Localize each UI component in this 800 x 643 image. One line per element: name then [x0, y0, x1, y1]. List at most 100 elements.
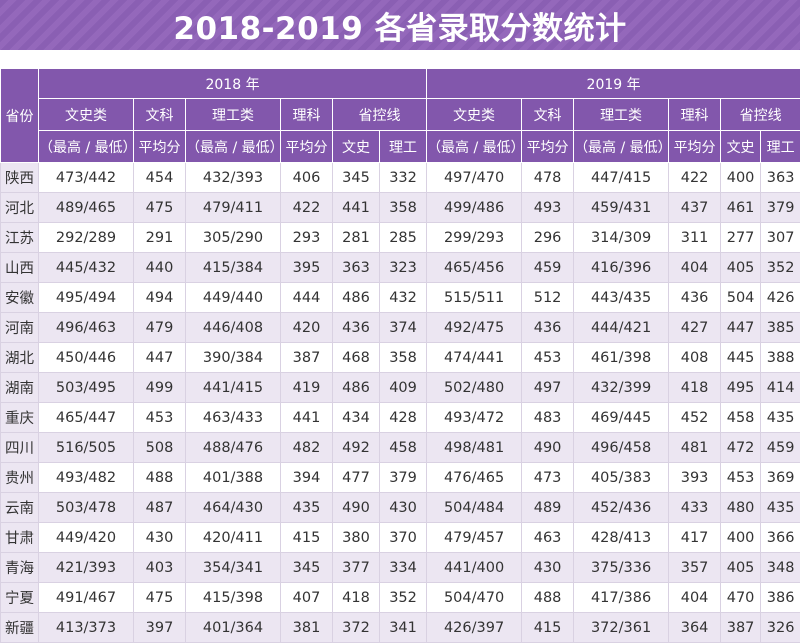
score-cell: 497: [522, 373, 574, 403]
score-cell: 404: [669, 253, 721, 283]
score-cell: 478: [522, 163, 574, 193]
score-cell: 504: [721, 283, 761, 313]
subheader-avg: 平均分: [134, 131, 186, 163]
score-cell: 476/465: [427, 463, 522, 493]
score-cell: 363: [761, 163, 800, 193]
score-cell: 307: [761, 223, 800, 253]
score-cell: 449/420: [39, 523, 134, 553]
score-cell: 468: [333, 343, 380, 373]
score-cell: 443/435: [574, 283, 669, 313]
score-cell: 479: [134, 313, 186, 343]
header-shengkong: 省控线: [333, 99, 427, 131]
score-cell: 393: [669, 463, 721, 493]
score-cell: 447: [134, 343, 186, 373]
score-cell: 421/393: [39, 553, 134, 583]
score-cell: 387: [721, 613, 761, 643]
score-cell: 407: [281, 583, 333, 613]
score-cell: 475: [134, 193, 186, 223]
score-cell: 375/336: [574, 553, 669, 583]
score-cell: 473: [522, 463, 574, 493]
score-cell: 428/413: [574, 523, 669, 553]
score-cell: 441/400: [427, 553, 522, 583]
score-cell: 450/446: [39, 343, 134, 373]
score-cell: 354/341: [186, 553, 281, 583]
subheader-wenshi: 文史: [333, 131, 380, 163]
score-cell: 441: [333, 193, 380, 223]
score-cell: 445/432: [39, 253, 134, 283]
score-cell: 405/383: [574, 463, 669, 493]
score-cell: 364: [669, 613, 721, 643]
score-cell: 508: [134, 433, 186, 463]
province-cell: 安徽: [1, 283, 39, 313]
score-cell: 415/384: [186, 253, 281, 283]
score-table: 省份 2018 年 2019 年 文史类 文科 理工类 理科 省控线 文史类 文…: [0, 68, 800, 643]
score-cell: 416/396: [574, 253, 669, 283]
score-cell: 369: [761, 463, 800, 493]
province-cell: 山西: [1, 253, 39, 283]
header-like: 理科: [281, 99, 333, 131]
score-cell: 372: [333, 613, 380, 643]
score-cell: 420: [281, 313, 333, 343]
score-cell: 488/476: [186, 433, 281, 463]
score-cell: 493/482: [39, 463, 134, 493]
province-cell: 宁夏: [1, 583, 39, 613]
score-cell: 433: [669, 493, 721, 523]
score-cell: 488: [134, 463, 186, 493]
score-cell: 494: [134, 283, 186, 313]
score-cell: 387: [281, 343, 333, 373]
score-cell: 403: [134, 553, 186, 583]
subheader-avg: 平均分: [669, 131, 721, 163]
score-cell: 419: [281, 373, 333, 403]
score-cell: 483: [522, 403, 574, 433]
score-cell: 472: [721, 433, 761, 463]
table-header: 省份 2018 年 2019 年 文史类 文科 理工类 理科 省控线 文史类 文…: [1, 69, 800, 163]
score-cell: 437: [669, 193, 721, 223]
score-cell: 420/411: [186, 523, 281, 553]
score-cell: 345: [281, 553, 333, 583]
header-like: 理科: [669, 99, 721, 131]
score-cell: 422: [281, 193, 333, 223]
score-cell: 291: [134, 223, 186, 253]
subheader-maxmin: （最高 / 最低）: [427, 131, 522, 163]
score-cell: 379: [380, 463, 427, 493]
score-cell: 447: [721, 313, 761, 343]
score-cell: 469/445: [574, 403, 669, 433]
score-cell: 444: [281, 283, 333, 313]
province-cell: 河南: [1, 313, 39, 343]
score-cell: 395: [281, 253, 333, 283]
score-cell: 459/431: [574, 193, 669, 223]
score-cell: 493: [522, 193, 574, 223]
score-cell: 417/386: [574, 583, 669, 613]
score-cell: 404: [669, 583, 721, 613]
province-cell: 贵州: [1, 463, 39, 493]
score-cell: 418: [669, 373, 721, 403]
score-cell: 277: [721, 223, 761, 253]
score-cell: 492: [333, 433, 380, 463]
score-cell: 461: [721, 193, 761, 223]
score-cell: 444/421: [574, 313, 669, 343]
subheader-maxmin: （最高 / 最低）: [574, 131, 669, 163]
score-cell: 504/484: [427, 493, 522, 523]
province-cell: 湖南: [1, 373, 39, 403]
province-cell: 湖北: [1, 343, 39, 373]
score-cell: 377: [333, 553, 380, 583]
score-cell: 446/408: [186, 313, 281, 343]
header-wenshi: 文史类: [427, 99, 522, 131]
score-cell: 480: [721, 493, 761, 523]
score-cell: 405: [721, 253, 761, 283]
score-cell: 452: [669, 403, 721, 433]
score-cell: 458: [380, 433, 427, 463]
province-cell: 陕西: [1, 163, 39, 193]
score-cell: 490: [333, 493, 380, 523]
score-cell: 515/511: [427, 283, 522, 313]
province-cell: 云南: [1, 493, 39, 523]
score-cell: 498/481: [427, 433, 522, 463]
score-cell: 434: [333, 403, 380, 433]
